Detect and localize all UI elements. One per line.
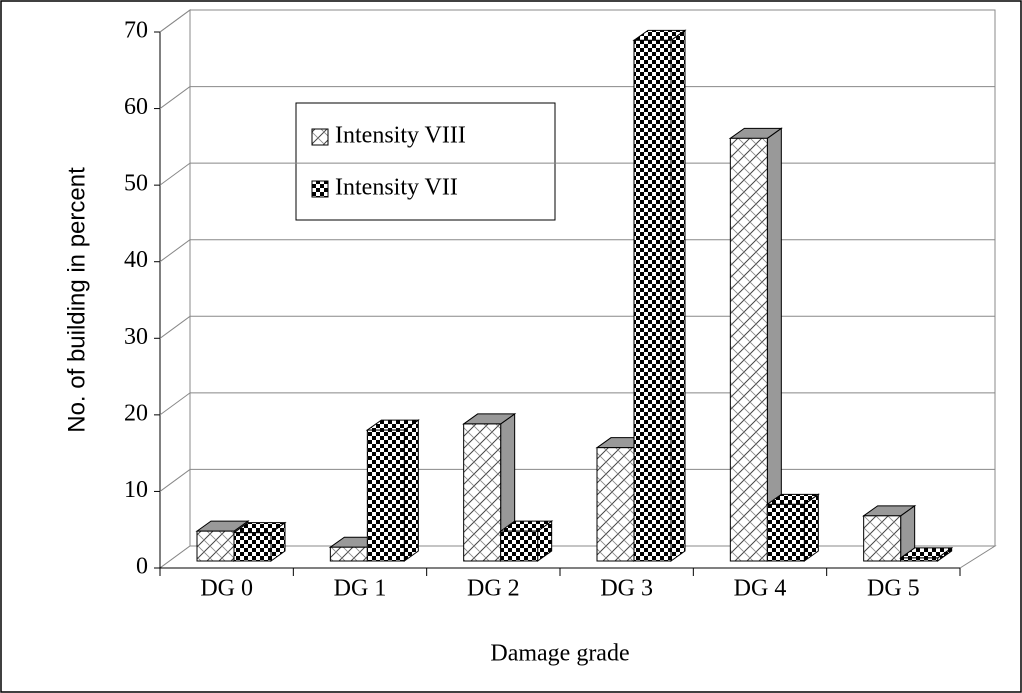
x-tick-label: DG 2: [467, 576, 520, 602]
grid-line: [159, 9, 191, 33]
bar-face: [729, 137, 768, 562]
y-tick-label: 70: [124, 18, 148, 44]
x-tick-label: DG 1: [334, 576, 387, 602]
y-tick-label: 60: [124, 94, 148, 120]
y-tick-label: 30: [124, 324, 148, 350]
y-tick-label: 0: [136, 554, 148, 580]
grid-line: [159, 392, 191, 416]
bar-face: [633, 39, 672, 562]
x-axis-label: Damage grade: [490, 641, 629, 667]
x-tick-label: DG 0: [200, 576, 253, 602]
bar-face: [196, 530, 235, 562]
y-tick-label: 20: [124, 400, 148, 426]
bar-face: [403, 419, 419, 562]
grid-line: [159, 315, 191, 339]
bar: [728, 127, 783, 562]
bar-face: [500, 530, 539, 562]
bar-face: [766, 503, 805, 562]
bar-face: [233, 532, 272, 562]
legend: [295, 102, 556, 221]
legend-swatch: [311, 128, 329, 146]
y-axis-label: No. of building in percent: [63, 167, 90, 433]
grid-line: [159, 162, 191, 186]
bar-face: [596, 447, 635, 562]
y-tick-label: 10: [124, 477, 148, 503]
legend-label: Intensity VIII: [335, 123, 466, 149]
side-wall: [159, 9, 191, 569]
grid-line: [159, 239, 191, 263]
bar: [365, 419, 420, 562]
bar: [232, 521, 287, 562]
legend-swatch: [311, 180, 329, 198]
y-tick-label: 50: [124, 171, 148, 197]
bar-face: [863, 515, 902, 562]
back-wall: [189, 9, 996, 547]
grid-line: [159, 86, 191, 109]
bar: [899, 546, 954, 562]
y-tick-label: 40: [124, 247, 148, 273]
bar-face: [366, 429, 405, 562]
grid-line: [159, 469, 191, 492]
bar-face: [329, 546, 368, 562]
bar-face: [803, 493, 819, 562]
bar: [765, 493, 820, 562]
x-tick-label: DG 5: [867, 576, 920, 602]
bar-face: [670, 29, 686, 562]
bar-face: [463, 423, 502, 562]
bar: [499, 520, 554, 562]
bar: [632, 29, 687, 562]
bar: [862, 504, 917, 562]
x-tick-label: DG 3: [600, 576, 653, 602]
legend-label: Intensity VII: [335, 175, 458, 201]
x-tick-label: DG 4: [734, 576, 787, 602]
bar-face: [900, 557, 939, 562]
